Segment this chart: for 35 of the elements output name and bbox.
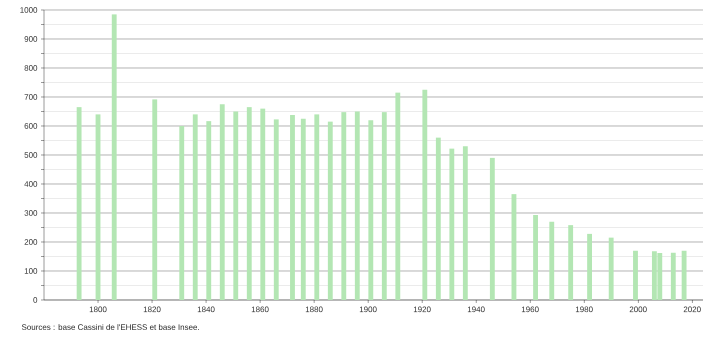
bar — [633, 250, 638, 300]
bar — [300, 118, 306, 300]
bar — [682, 250, 687, 300]
bar — [670, 252, 676, 300]
bar — [328, 122, 333, 300]
bar — [314, 114, 320, 300]
bar — [233, 111, 238, 300]
bar — [274, 119, 279, 300]
bar — [549, 222, 554, 300]
bar — [206, 121, 212, 300]
bar — [179, 126, 184, 300]
bar — [354, 111, 360, 300]
bar — [568, 225, 574, 300]
bar — [608, 238, 614, 300]
bar — [512, 194, 516, 300]
bar — [220, 104, 225, 300]
bar — [382, 112, 387, 300]
bar — [260, 108, 266, 300]
bar — [246, 107, 252, 300]
bar — [368, 120, 374, 300]
bar — [587, 234, 592, 300]
bar — [436, 138, 441, 300]
bar — [341, 112, 346, 300]
bar — [96, 114, 100, 300]
bar — [490, 158, 495, 300]
bar — [112, 14, 117, 300]
bar — [395, 92, 400, 300]
bar — [152, 99, 158, 300]
bar — [192, 114, 198, 300]
bar — [533, 215, 538, 300]
bar — [462, 146, 468, 300]
bar — [449, 148, 454, 300]
bar — [422, 90, 428, 300]
bar — [76, 107, 82, 300]
bar — [290, 114, 295, 300]
